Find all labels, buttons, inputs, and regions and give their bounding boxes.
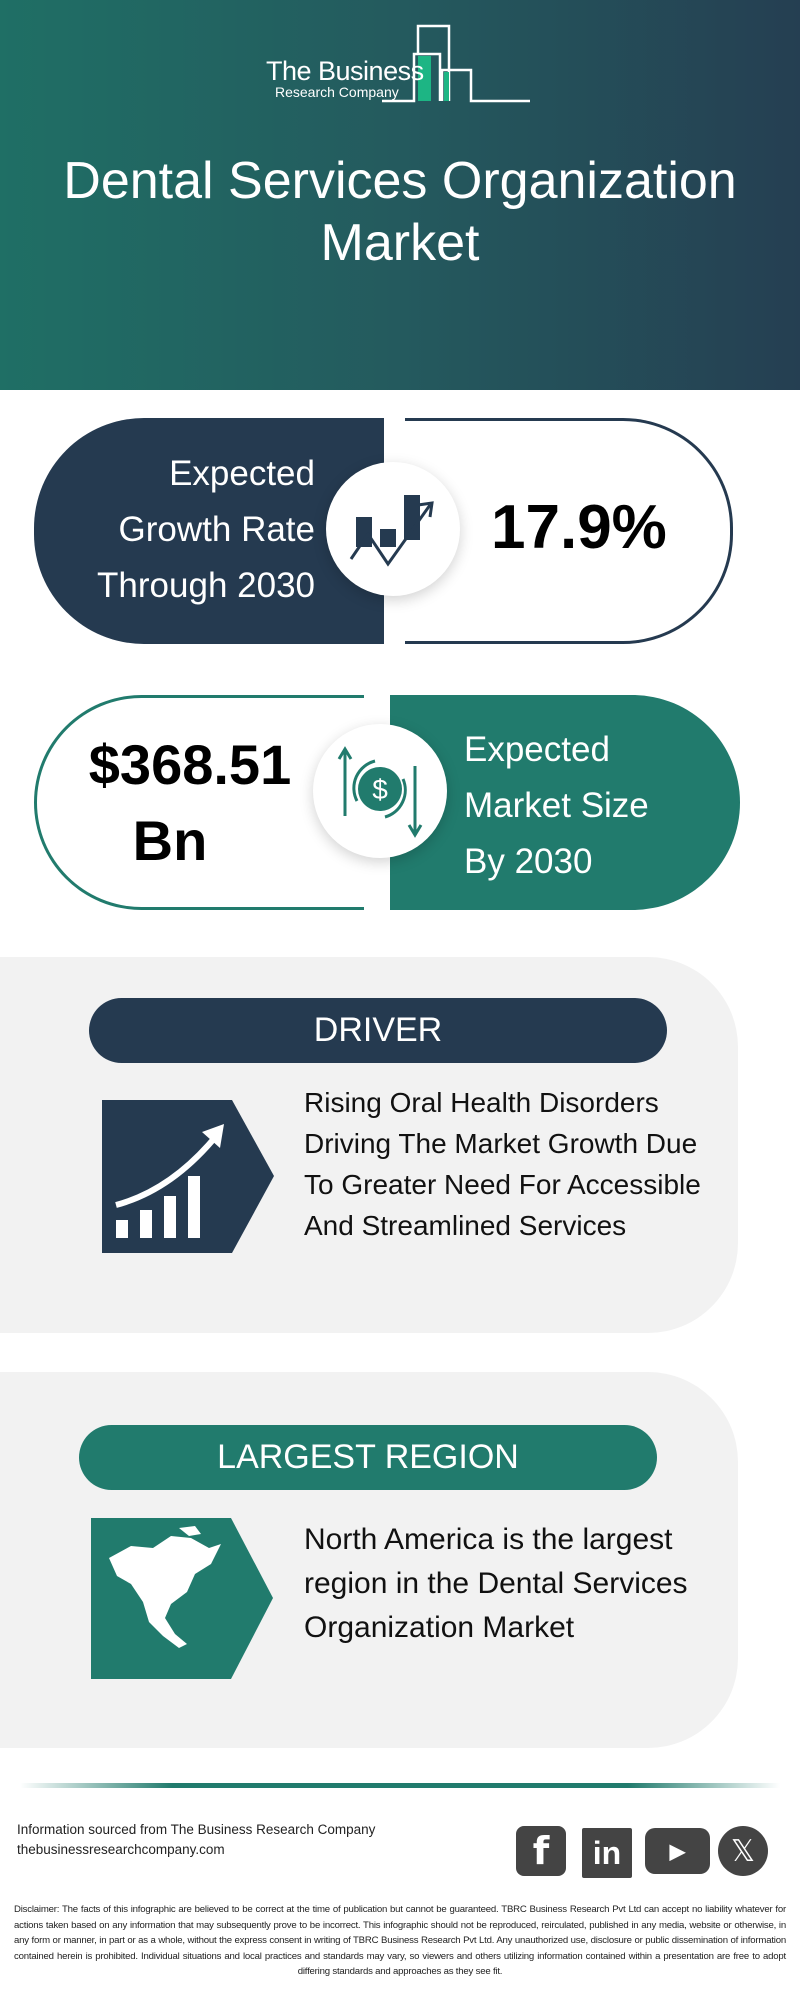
driver-heading: DRIVER	[89, 998, 667, 1063]
growth-chart-icon	[326, 462, 460, 596]
youtube-icon[interactable]: ▶	[645, 1828, 710, 1874]
logo-subtext: Research Company	[275, 84, 399, 100]
label-line: Growth Rate	[118, 510, 315, 549]
text-line: To Greater Need For Accessible	[304, 1169, 701, 1200]
website-link[interactable]: thebusinessresearchcompany.com	[17, 1842, 225, 1857]
text-line: region in the Dental Services	[304, 1567, 688, 1600]
label-line: Market Size	[464, 786, 649, 825]
page-title: Dental Services Organization Market	[63, 152, 737, 272]
growth-rate-value: 17.9%	[491, 493, 667, 562]
market-size-value: $368.51	[88, 733, 292, 796]
source-info: Information sourced from The Business Re…	[17, 1820, 375, 1860]
label-line: By 2030	[464, 842, 593, 881]
region-text: North America is the largest region in t…	[304, 1518, 688, 1650]
dollar-cycle-icon: $	[313, 724, 447, 858]
text-line: Driving The Market Growth Due	[304, 1128, 698, 1159]
growth-rate-label: Expected Growth Rate Through 2030	[97, 446, 315, 614]
divider	[20, 1783, 780, 1788]
header-banner: The Business Research Company Dental Ser…	[0, 0, 800, 390]
label-line: Expected	[464, 730, 610, 769]
logo-text: The Business	[266, 56, 424, 86]
text-line: And Streamlined Services	[304, 1210, 627, 1241]
north-america-map-icon	[91, 1518, 273, 1679]
region-heading: LARGEST REGION	[79, 1425, 657, 1490]
label-line: Through 2030	[97, 566, 315, 605]
facebook-icon[interactable]: f	[516, 1826, 566, 1876]
market-size-label: Expected Market Size By 2030	[464, 722, 649, 890]
label-line: Expected	[169, 454, 315, 493]
logo-buildings-icon	[382, 24, 530, 103]
text-line: North America is the largest	[304, 1523, 673, 1556]
market-size-label-panel	[390, 695, 740, 910]
source-text: Information sourced from The Business Re…	[17, 1822, 376, 1837]
market-size-value-panel	[34, 695, 364, 910]
svg-text:$: $	[372, 774, 388, 805]
text-line: Rising Oral Health Disorders	[304, 1087, 659, 1118]
x-icon[interactable]: 𝕏	[718, 1826, 768, 1876]
growth-rate-value-panel	[405, 418, 733, 644]
rising-bars-arrow-icon	[102, 1100, 274, 1253]
linkedin-icon[interactable]: in	[582, 1828, 632, 1878]
market-size-unit: Bn	[132, 809, 208, 872]
disclaimer: Disclaimer: The facts of this infographi…	[14, 1904, 786, 1977]
text-line: Organization Market	[304, 1611, 575, 1644]
driver-text: Rising Oral Health Disorders Driving The…	[304, 1082, 701, 1246]
growth-rate-label-panel	[34, 418, 384, 644]
